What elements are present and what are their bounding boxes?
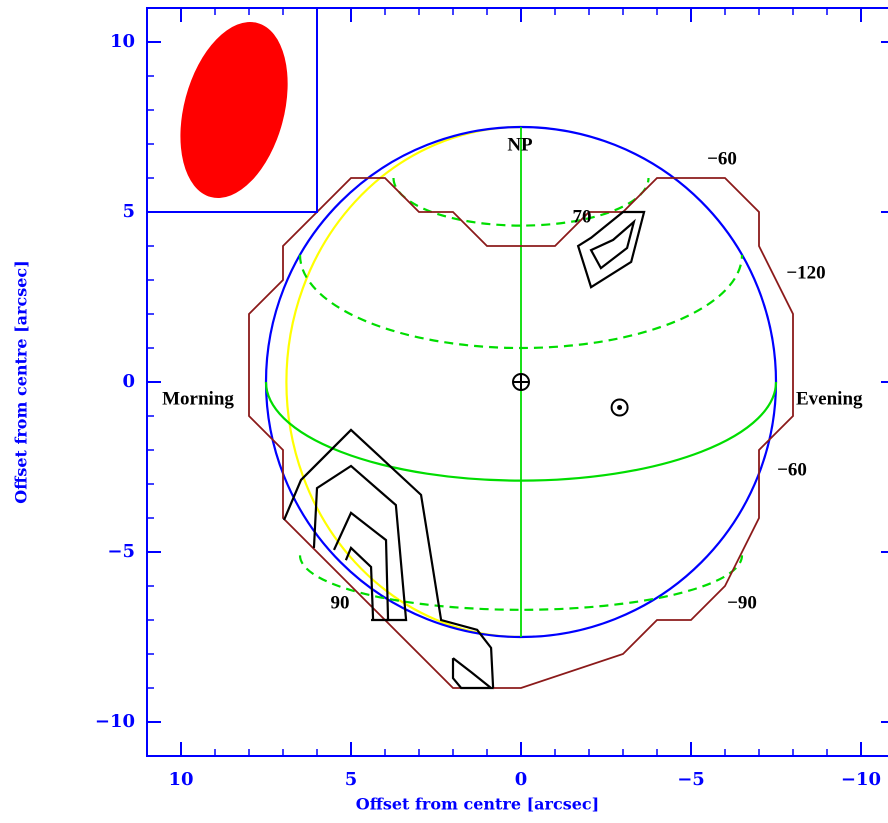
contour (283, 428, 495, 689)
annotation: −90 (727, 592, 757, 613)
annotation: −120 (786, 262, 825, 283)
y-axis-label: Offset from centre [arcsec] (12, 260, 31, 503)
contour (344, 546, 375, 621)
annotation: −60 (707, 148, 737, 169)
annotation: 70 (573, 206, 592, 227)
ellipse-curve (285, 125, 522, 639)
contour (451, 657, 495, 690)
y-tick-label: 0 (122, 371, 135, 392)
y-tick-label: 5 (122, 201, 135, 222)
annotation: Morning (162, 388, 234, 409)
x-tick-label: 10 (168, 769, 193, 790)
x-tick-label: 0 (515, 769, 528, 790)
y-tick-label: −5 (107, 541, 135, 562)
contour (333, 511, 390, 622)
annotation: NP (507, 134, 533, 155)
x-tick-label: −10 (841, 769, 881, 790)
x-tick-label: 5 (345, 769, 358, 790)
annotation: Evening (796, 388, 863, 409)
y-tick-label: 10 (110, 31, 135, 52)
y-tick-label: −10 (95, 711, 135, 732)
annotation: 90 (331, 592, 350, 613)
marker-earth (512, 373, 530, 391)
contour (312, 464, 408, 622)
x-tick-label: −5 (677, 769, 705, 790)
contour (576, 210, 646, 289)
ellipse-curve (298, 555, 744, 611)
beam (180, 22, 288, 198)
annotation: −60 (777, 459, 807, 480)
x-axis-label: Offset from centre [arcsec] (356, 795, 599, 814)
contour (589, 218, 636, 270)
curve (248, 177, 794, 689)
marker-sun (610, 398, 629, 417)
inset-box (147, 8, 318, 213)
